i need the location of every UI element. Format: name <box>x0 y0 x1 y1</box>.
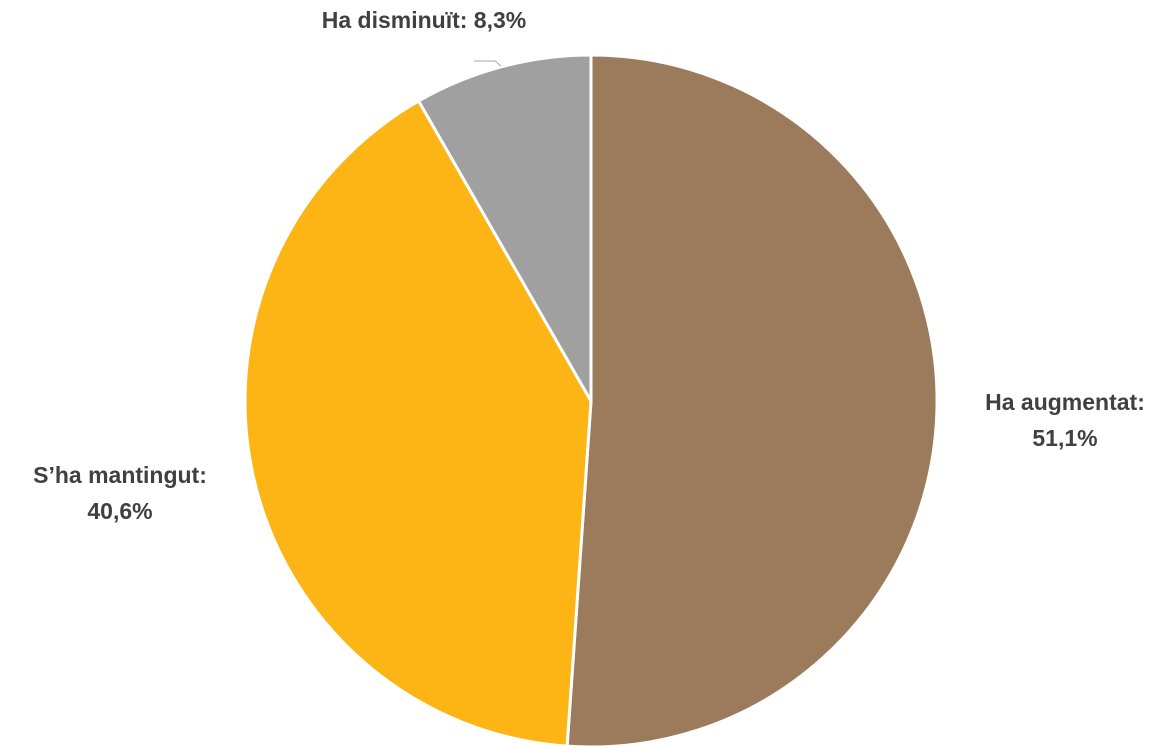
slice-augmentat <box>565 53 939 746</box>
slice-disminuit <box>417 53 593 403</box>
leader-line-disminuit <box>474 60 502 67</box>
label-disminuit: Ha disminuït: 8,3% <box>322 7 526 33</box>
label-augmentat-name: Ha augmentat: <box>985 389 1145 415</box>
label-mantingut-name: S’ha mantingut: <box>33 462 207 488</box>
slice-mantingut <box>243 99 593 746</box>
label-mantingut-value: 40,6% <box>87 498 152 524</box>
pie-slices <box>243 53 939 746</box>
label-augmentat-value: 51,1% <box>1032 425 1097 451</box>
